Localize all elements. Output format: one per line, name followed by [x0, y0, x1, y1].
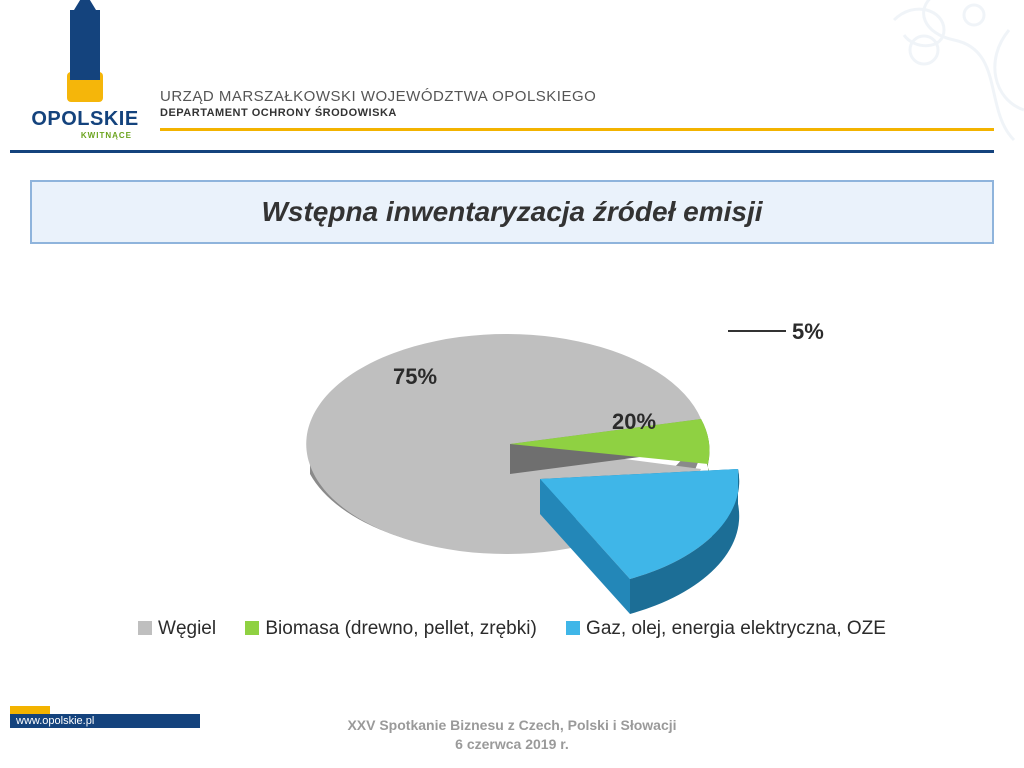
brand-word: OPOLSKIE — [20, 108, 150, 131]
leader-line-biomasa — [728, 330, 786, 332]
footer-accent-yellow — [10, 706, 50, 714]
opolskie-logo: OPOLSKIE KWITNĄCE — [20, 10, 150, 140]
legend-swatch-gaz — [566, 621, 580, 635]
label-biomasa: 5% — [792, 319, 824, 345]
legend-item-gaz: Gaz, olej, energia elektryczna, OZE — [566, 618, 886, 640]
brand-subword: KWITNĄCE — [20, 131, 150, 140]
pie-chart: 75% 20% 5% Węgiel Biomasa (drewno, pelle… — [0, 244, 1024, 664]
footer-line2: 6 czerwca 2019 r. — [455, 736, 569, 752]
header-rule-blue — [10, 150, 994, 153]
pie-svg — [230, 274, 790, 634]
legend-swatch-biomasa — [245, 621, 259, 635]
footer-caption: XXV Spotkanie Biznesu z Czech, Polski i … — [0, 716, 1024, 754]
legend-item-biomasa: Biomasa (drewno, pellet, zrębki) — [245, 618, 536, 640]
tower-icon — [70, 10, 100, 80]
org-line-1: URZĄD MARSZAŁKOWSKI WOJEWÓDZTWA OPOLSKIE… — [160, 88, 596, 105]
slice-gaz-group — [540, 469, 739, 614]
legend-item-wegiel: Węgiel — [138, 618, 216, 640]
org-text-block: URZĄD MARSZAŁKOWSKI WOJEWÓDZTWA OPOLSKIE… — [160, 88, 596, 119]
footer-line1: XXV Spotkanie Biznesu z Czech, Polski i … — [347, 717, 676, 733]
legend-swatch-wegiel — [138, 621, 152, 635]
slide-header: OPOLSKIE KWITNĄCE URZĄD MARSZAŁKOWSKI WO… — [0, 0, 1024, 170]
legend-text-gaz: Gaz, olej, energia elektryczna, OZE — [586, 618, 886, 639]
legend-text-wegiel: Węgiel — [158, 618, 216, 639]
header-rule-yellow — [160, 128, 994, 131]
label-wegiel: 75% — [393, 364, 437, 390]
legend-text-biomasa: Biomasa (drewno, pellet, zrębki) — [265, 618, 536, 639]
slide-title: Wstępna inwentaryzacja źródeł emisji — [30, 180, 994, 244]
chart-legend: Węgiel Biomasa (drewno, pellet, zrębki) … — [0, 618, 1024, 640]
label-gaz: 20% — [612, 409, 656, 435]
org-line-2: DEPARTAMENT OCHRONY ŚRODOWISKA — [160, 107, 596, 119]
